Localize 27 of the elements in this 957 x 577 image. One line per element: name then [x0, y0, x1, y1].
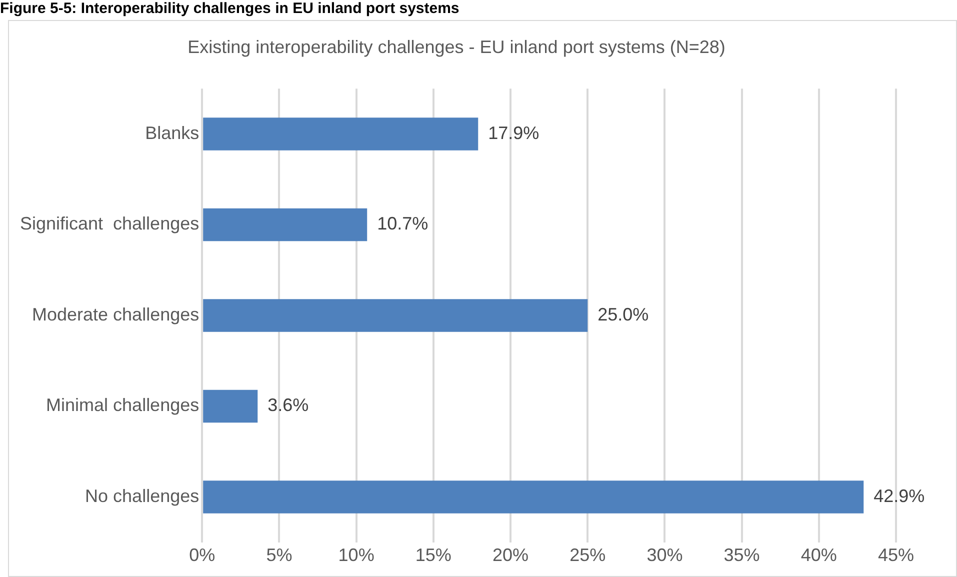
data-label: 17.9%: [488, 122, 540, 143]
data-label: 42.9%: [874, 486, 925, 506]
x-tick-label: 30%: [646, 545, 683, 566]
x-tick-label: 25%: [570, 545, 606, 566]
y-tick-label: Blanks: [145, 122, 200, 143]
bar: [203, 118, 478, 150]
x-tick-label: 15%: [415, 545, 452, 566]
x-tick-label: 5%: [266, 545, 292, 566]
data-label: 25.0%: [598, 304, 649, 324]
y-tick-label: No challenges: [85, 486, 200, 506]
chart-subtitle: Existing interoperability challenges - EU inland port systems (N=28): [188, 36, 726, 57]
y-tick-label: Significant challenges: [20, 214, 200, 234]
x-tick-label: 40%: [800, 545, 837, 566]
bar: [203, 208, 368, 242]
data-label: 3.6%: [268, 395, 309, 416]
x-tick-label: 20%: [492, 545, 529, 566]
chart-title: Figure 5-5: Interoperability challenges in EU inland port systems: [0, 0, 460, 17]
bar: [203, 299, 588, 332]
bar: [203, 480, 864, 514]
y-tick-label: Moderate challenges: [32, 304, 200, 324]
x-tick-label: 0%: [189, 545, 216, 566]
y-tick-label: Minimal challenges: [46, 395, 200, 416]
x-tick-label: 10%: [338, 545, 374, 566]
x-tick-label: 45%: [878, 545, 914, 566]
data-label: 10.7%: [377, 214, 428, 234]
x-tick-label: 35%: [724, 545, 760, 566]
bar: [203, 390, 258, 423]
